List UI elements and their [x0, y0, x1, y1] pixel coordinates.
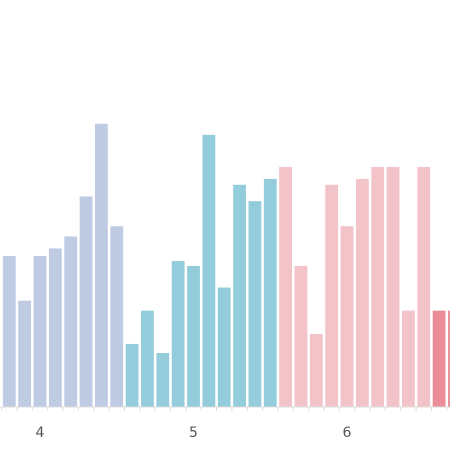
bar	[110, 226, 124, 407]
bar	[125, 343, 139, 407]
bar	[386, 166, 400, 407]
bar	[48, 248, 62, 407]
bar	[95, 123, 108, 407]
bar	[187, 265, 200, 407]
bar	[248, 201, 262, 407]
bar	[141, 310, 154, 407]
bar	[340, 226, 354, 407]
bar	[448, 310, 450, 407]
bar	[417, 166, 431, 407]
bar	[64, 236, 78, 407]
bar	[402, 310, 415, 407]
bar	[156, 352, 170, 407]
bar	[2, 256, 16, 407]
bar	[432, 310, 446, 407]
minor-ticks-group	[1, 407, 448, 411]
x-tick-label: 6	[343, 425, 352, 441]
bar	[217, 287, 231, 407]
bar	[202, 134, 216, 408]
bar	[371, 166, 385, 407]
bar	[355, 178, 369, 407]
bar	[18, 300, 32, 407]
bar	[263, 178, 277, 407]
x-tick-label: 4	[36, 425, 45, 441]
bar	[294, 265, 308, 407]
x-tick-label: 5	[189, 425, 198, 441]
bar	[325, 184, 339, 407]
bar	[79, 196, 93, 407]
tick-labels-group: 4 5 6	[36, 425, 352, 441]
bars-group	[2, 123, 450, 408]
bar	[279, 166, 292, 407]
bar	[33, 256, 47, 407]
bar	[233, 184, 246, 407]
bar	[171, 261, 185, 407]
bar	[309, 334, 323, 407]
